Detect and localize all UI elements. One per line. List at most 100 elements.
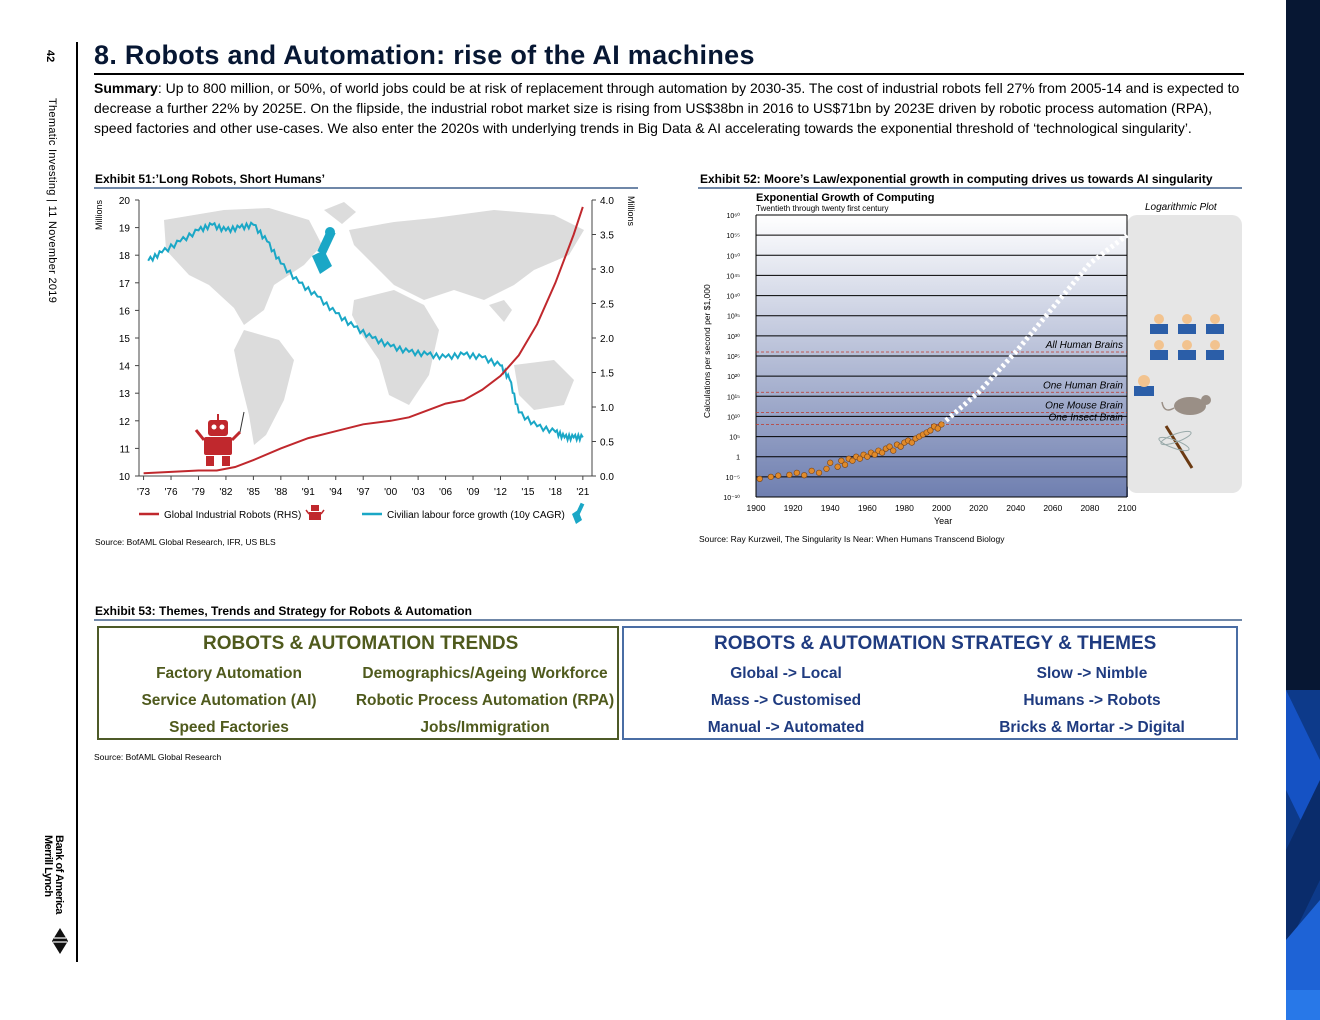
left-tick-label: 16 <box>119 306 131 317</box>
y-tick-label: 10⁵⁵ <box>726 233 740 240</box>
report-side-title: Thematic Investing | 11 November 2019 <box>46 98 58 304</box>
right-tick-label: 2.5 <box>600 300 614 311</box>
y-tick-label: 10⁵⁰ <box>727 252 741 260</box>
data-point <box>897 443 904 450</box>
data-point <box>908 439 915 446</box>
decorative-side-band <box>1286 0 1320 1020</box>
y-tick-label: 10²⁰ <box>727 373 740 381</box>
data-point <box>864 453 871 460</box>
left-tick-label: 11 <box>120 444 131 455</box>
x-tick-label: '91 <box>302 487 315 498</box>
human-icon <box>1134 375 1154 396</box>
strategy-item: Mass -> Customised <box>710 692 862 709</box>
left-tick-label: 18 <box>119 251 131 262</box>
data-point <box>927 427 934 434</box>
summary-paragraph: Summary: Up to 800 million, or 50%, of w… <box>94 78 1244 138</box>
logo-line-1: Bank of America <box>53 835 65 914</box>
strategy-box: ROBOTS & AUTOMATION STRATEGY & THEMES Gl… <box>622 626 1238 740</box>
data-point <box>838 457 845 464</box>
data-point <box>827 459 834 466</box>
y-tick-label: 10¹⁰ <box>727 413 740 421</box>
right-tick-label: 4.0 <box>600 196 614 207</box>
brand-logo: Bank of America Merrill Lynch <box>42 835 65 914</box>
exhibit-52-rule <box>698 187 1242 189</box>
data-point <box>938 421 945 428</box>
x-tick-label: 1980 <box>895 503 914 513</box>
x-tick-label: '18 <box>549 487 562 498</box>
world-map-background <box>164 202 584 445</box>
x-tick-label: 2080 <box>1080 503 1099 513</box>
summary-label: Summary <box>94 80 158 96</box>
x-tick-label: '76 <box>165 487 178 498</box>
right-tick-label: 3.5 <box>600 231 614 242</box>
left-tick-label: 10 <box>119 472 131 483</box>
left-tick-label: 19 <box>119 224 131 235</box>
strategy-item: Slow -> Nimble <box>1036 665 1148 682</box>
flag-icon <box>52 928 68 954</box>
right-tick-label: 2.0 <box>600 334 614 345</box>
right-tick-label: 0.0 <box>600 472 614 483</box>
x-tick-label: 2000 <box>932 503 951 513</box>
data-point <box>815 469 823 476</box>
data-point <box>793 469 800 476</box>
y-tick-label: 10⁻⁵ <box>726 475 740 482</box>
human-crowd-icon <box>1150 314 1224 360</box>
industrial-robots-series-line <box>143 206 584 475</box>
summary-text: : Up to 800 million, or 50%, of world jo… <box>94 80 1240 136</box>
computing-growth-chart: Exponential Growth of Computing Twentiet… <box>702 192 1242 526</box>
exhibit-53-rule <box>94 619 1242 621</box>
x-tick-label: 2060 <box>1043 503 1062 513</box>
chart-title: Exponential Growth of Computing <box>756 192 934 204</box>
data-point <box>856 455 863 462</box>
chart-legend: Global Industrial Robots (RHS) Civilian … <box>139 502 585 524</box>
y-tick-label: 1 <box>736 455 740 462</box>
exhibit-53-source: Source: BofAML Global Research <box>94 752 222 762</box>
strategy-item: Humans -> Robots <box>1023 692 1161 709</box>
x-tick-label: '12 <box>494 487 507 498</box>
x-tick-label: '09 <box>467 487 480 498</box>
x-tick-label: '88 <box>274 487 287 498</box>
x-tick-label: '94 <box>329 487 342 498</box>
strategy-header: ROBOTS & AUTOMATION STRATEGY & THEMES <box>714 633 1157 654</box>
trend-item: Speed Factories <box>169 719 289 736</box>
robot-icon <box>194 411 245 466</box>
margin-rule <box>76 42 78 962</box>
y-tick-label: 10³⁰ <box>727 333 740 341</box>
exhibit-53-title: Exhibit 53: Themes, Trends and Strategy … <box>95 604 472 618</box>
exhibit-51-source: Source: BofAML Global Research, IFR, US … <box>95 537 276 547</box>
mouse-icon <box>1161 395 1211 415</box>
x-tick-label: 2040 <box>1006 503 1025 513</box>
left-tick-label: 12 <box>119 417 131 428</box>
insect-icon <box>1158 425 1194 469</box>
y-tick-label: 10⁻¹⁰ <box>723 494 740 502</box>
trends-box: ROBOTS & AUTOMATION TRENDS Factory Autom… <box>97 626 619 740</box>
x-tick-label: 1960 <box>858 503 877 513</box>
y-tick-label: 10⁶⁰ <box>727 212 741 220</box>
right-tick-label: 0.5 <box>600 438 614 449</box>
data-point <box>890 447 897 454</box>
exhibit-51-title: Exhibit 51:’Long Robots, Short Humans’ <box>95 172 326 186</box>
left-tick-label: 20 <box>119 196 131 207</box>
exhibit-51-rule <box>94 187 638 189</box>
x-tick-label: '21 <box>576 487 589 498</box>
data-point <box>756 475 763 482</box>
x-tick-label: 2020 <box>969 503 988 513</box>
data-point <box>886 443 893 450</box>
data-point <box>834 463 841 470</box>
right-tick-label: 1.5 <box>600 369 614 380</box>
y-tick-label: 10⁵ <box>729 435 740 442</box>
right-tick-label: 1.0 <box>600 403 614 414</box>
left-tick-label: 17 <box>119 279 131 290</box>
page-title: 8. Robots and Automation: rise of the AI… <box>94 40 755 70</box>
x-tick-label: 1940 <box>821 503 840 513</box>
y-tick-label: 10⁴⁰ <box>726 293 740 301</box>
worker-icon <box>312 227 336 274</box>
trend-item: Demographics/Ageing Workforce <box>362 665 608 682</box>
data-point <box>808 467 815 474</box>
log-plot-label: Logarithmic Plot <box>1145 202 1218 213</box>
x-tick-label: '15 <box>521 487 534 498</box>
exhibit-52-title: Exhibit 52: Moore’s Law/exponential grow… <box>700 172 1213 186</box>
y-tick-label: 10²⁵ <box>727 354 740 361</box>
reference-label: One Mouse Brain <box>1045 400 1123 411</box>
trend-item: Jobs/Immigration <box>420 719 550 736</box>
